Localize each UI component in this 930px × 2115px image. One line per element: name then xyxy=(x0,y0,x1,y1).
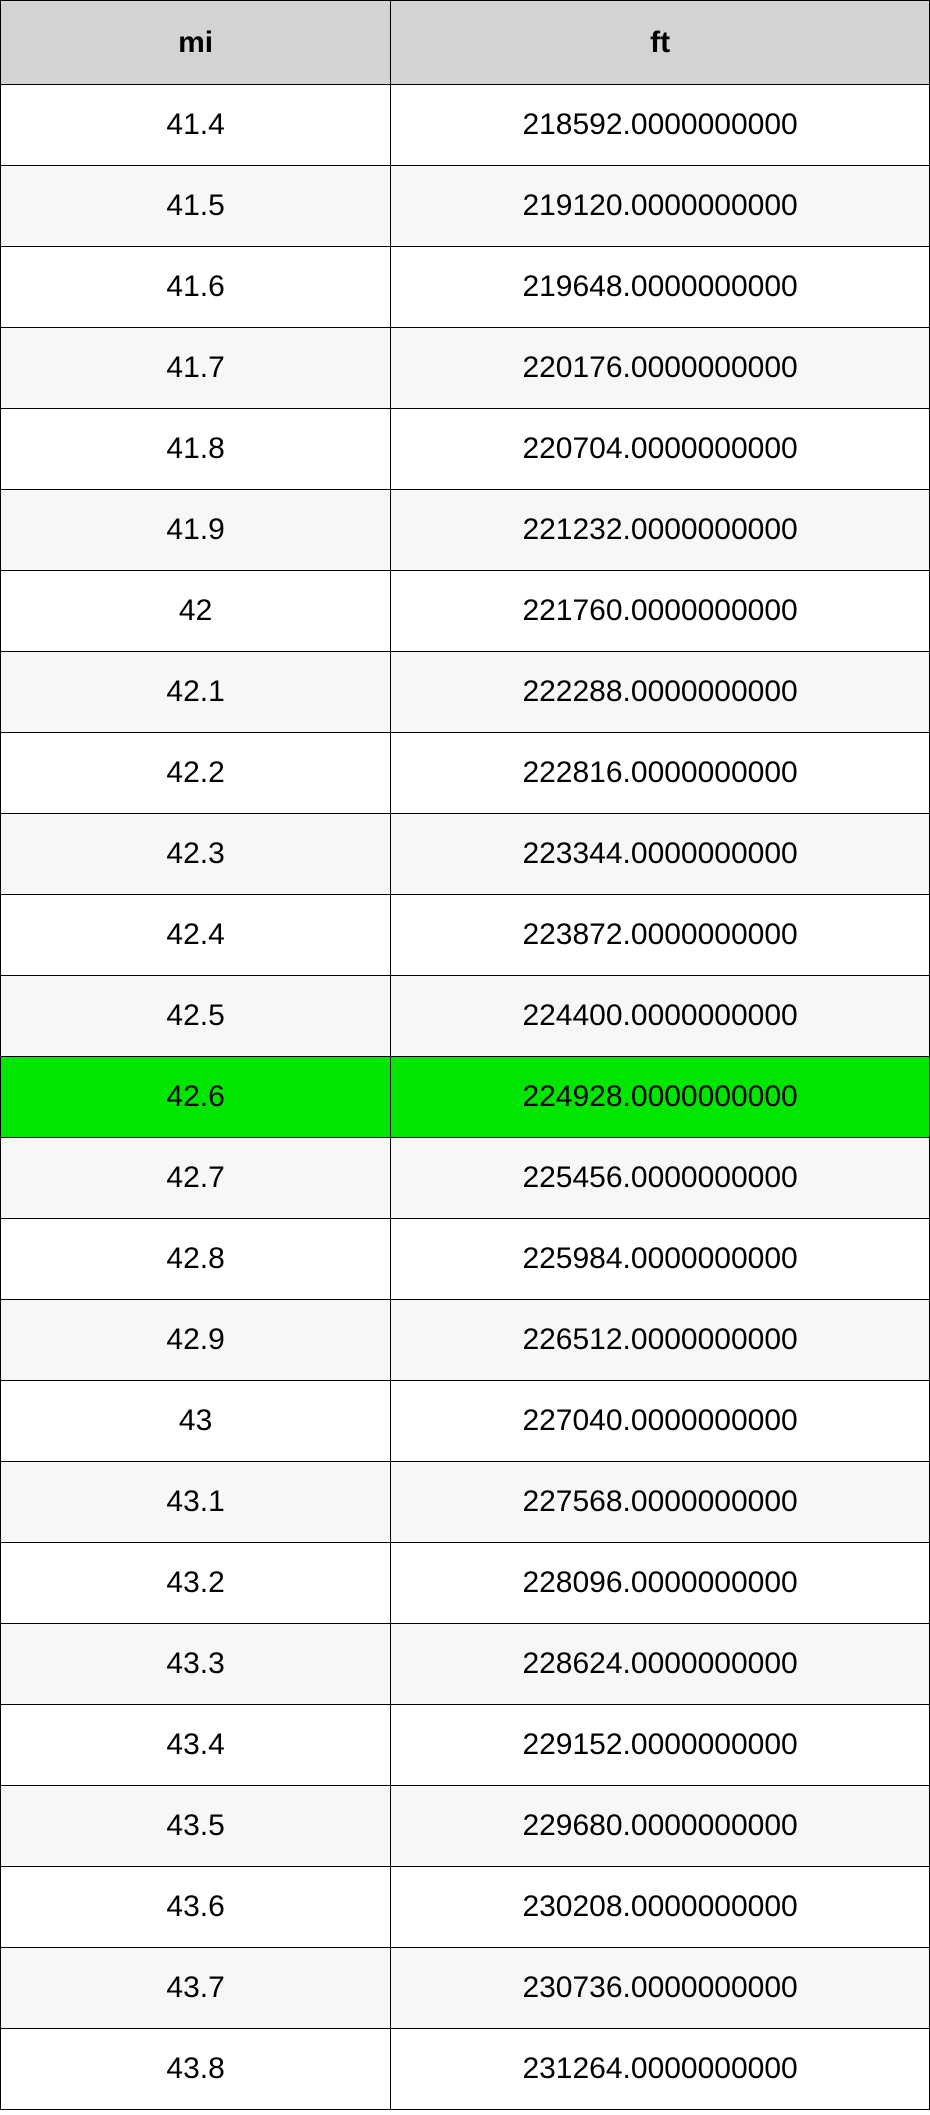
table-row: 43.2 228096.0000000000 xyxy=(1,1543,930,1624)
cell-mi: 43 xyxy=(1,1381,391,1462)
cell-ft: 225456.0000000000 xyxy=(391,1138,930,1219)
cell-mi: 43.3 xyxy=(1,1624,391,1705)
table-row: 43.4 229152.0000000000 xyxy=(1,1705,930,1786)
column-header-mi: mi xyxy=(1,1,391,85)
table-row-highlighted: 42.6 224928.0000000000 xyxy=(1,1057,930,1138)
table-row: 43.8 231264.0000000000 xyxy=(1,2029,930,2110)
cell-ft: 222816.0000000000 xyxy=(391,733,930,814)
cell-ft: 222288.0000000000 xyxy=(391,652,930,733)
cell-ft: 220176.0000000000 xyxy=(391,328,930,409)
cell-mi: 41.6 xyxy=(1,247,391,328)
cell-ft: 230208.0000000000 xyxy=(391,1867,930,1948)
cell-mi: 41.4 xyxy=(1,85,391,166)
cell-ft: 229152.0000000000 xyxy=(391,1705,930,1786)
table-row: 41.9 221232.0000000000 xyxy=(1,490,930,571)
cell-ft: 224400.0000000000 xyxy=(391,976,930,1057)
cell-mi: 42 xyxy=(1,571,391,652)
cell-ft: 225984.0000000000 xyxy=(391,1219,930,1300)
cell-mi: 43.4 xyxy=(1,1705,391,1786)
cell-ft: 224928.0000000000 xyxy=(391,1057,930,1138)
table-row: 42.7 225456.0000000000 xyxy=(1,1138,930,1219)
table-row: 42.2 222816.0000000000 xyxy=(1,733,930,814)
table-row: 42 221760.0000000000 xyxy=(1,571,930,652)
cell-mi: 43.8 xyxy=(1,2029,391,2110)
cell-ft: 227040.0000000000 xyxy=(391,1381,930,1462)
cell-ft: 219120.0000000000 xyxy=(391,166,930,247)
cell-mi: 42.9 xyxy=(1,1300,391,1381)
cell-mi: 41.8 xyxy=(1,409,391,490)
cell-ft: 229680.0000000000 xyxy=(391,1786,930,1867)
table-body: 41.4 218592.0000000000 41.5 219120.00000… xyxy=(1,85,930,2110)
cell-mi: 42.4 xyxy=(1,895,391,976)
cell-mi: 43.1 xyxy=(1,1462,391,1543)
cell-ft: 228624.0000000000 xyxy=(391,1624,930,1705)
cell-ft: 227568.0000000000 xyxy=(391,1462,930,1543)
table-row: 42.8 225984.0000000000 xyxy=(1,1219,930,1300)
table-row: 42.3 223344.0000000000 xyxy=(1,814,930,895)
table-row: 41.8 220704.0000000000 xyxy=(1,409,930,490)
cell-mi: 43.2 xyxy=(1,1543,391,1624)
cell-ft: 223872.0000000000 xyxy=(391,895,930,976)
cell-mi: 42.8 xyxy=(1,1219,391,1300)
table-row: 43.7 230736.0000000000 xyxy=(1,1948,930,2029)
cell-ft: 220704.0000000000 xyxy=(391,409,930,490)
cell-mi: 42.6 xyxy=(1,1057,391,1138)
cell-mi: 41.9 xyxy=(1,490,391,571)
table-row: 41.4 218592.0000000000 xyxy=(1,85,930,166)
cell-mi: 43.6 xyxy=(1,1867,391,1948)
cell-mi: 42.3 xyxy=(1,814,391,895)
table-row: 41.7 220176.0000000000 xyxy=(1,328,930,409)
table-row: 41.5 219120.0000000000 xyxy=(1,166,930,247)
table-header-row: mi ft xyxy=(1,1,930,85)
column-header-ft: ft xyxy=(391,1,930,85)
table-row: 43.3 228624.0000000000 xyxy=(1,1624,930,1705)
cell-mi: 42.7 xyxy=(1,1138,391,1219)
table-row: 43.1 227568.0000000000 xyxy=(1,1462,930,1543)
cell-mi: 41.7 xyxy=(1,328,391,409)
table-row: 42.1 222288.0000000000 xyxy=(1,652,930,733)
cell-mi: 43.5 xyxy=(1,1786,391,1867)
cell-ft: 231264.0000000000 xyxy=(391,2029,930,2110)
table-row: 42.4 223872.0000000000 xyxy=(1,895,930,976)
cell-ft: 218592.0000000000 xyxy=(391,85,930,166)
conversion-table: mi ft 41.4 218592.0000000000 41.5 219120… xyxy=(0,0,930,2110)
table-row: 43.6 230208.0000000000 xyxy=(1,1867,930,1948)
cell-mi: 42.1 xyxy=(1,652,391,733)
table-row: 41.6 219648.0000000000 xyxy=(1,247,930,328)
cell-ft: 230736.0000000000 xyxy=(391,1948,930,2029)
cell-mi: 42.5 xyxy=(1,976,391,1057)
cell-mi: 43.7 xyxy=(1,1948,391,2029)
table-row: 42.9 226512.0000000000 xyxy=(1,1300,930,1381)
table-row: 43 227040.0000000000 xyxy=(1,1381,930,1462)
cell-mi: 41.5 xyxy=(1,166,391,247)
table-row: 42.5 224400.0000000000 xyxy=(1,976,930,1057)
cell-ft: 228096.0000000000 xyxy=(391,1543,930,1624)
cell-mi: 42.2 xyxy=(1,733,391,814)
cell-ft: 221760.0000000000 xyxy=(391,571,930,652)
cell-ft: 221232.0000000000 xyxy=(391,490,930,571)
table-row: 43.5 229680.0000000000 xyxy=(1,1786,930,1867)
conversion-table-container: mi ft 41.4 218592.0000000000 41.5 219120… xyxy=(0,0,930,2110)
cell-ft: 226512.0000000000 xyxy=(391,1300,930,1381)
cell-ft: 219648.0000000000 xyxy=(391,247,930,328)
cell-ft: 223344.0000000000 xyxy=(391,814,930,895)
